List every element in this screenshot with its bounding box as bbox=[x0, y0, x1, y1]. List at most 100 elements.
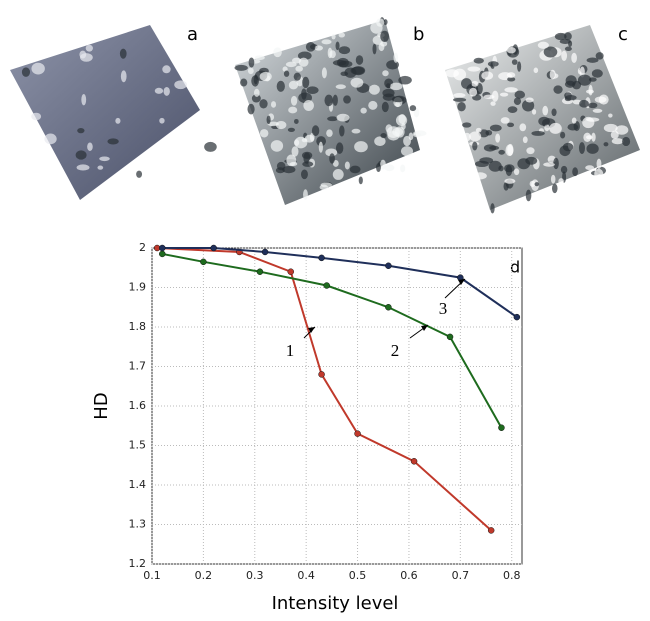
texture bbox=[293, 139, 300, 146]
texture bbox=[290, 95, 298, 106]
texture bbox=[481, 71, 494, 80]
texture bbox=[594, 168, 604, 180]
texture bbox=[413, 130, 427, 137]
series-line bbox=[157, 247, 492, 532]
data-point bbox=[410, 458, 418, 465]
texture bbox=[582, 116, 595, 129]
texture bbox=[303, 99, 314, 111]
texture bbox=[453, 68, 467, 81]
texture bbox=[474, 160, 489, 167]
texture bbox=[120, 70, 127, 83]
data-point bbox=[446, 333, 454, 341]
texture bbox=[21, 67, 31, 77]
texture bbox=[542, 105, 549, 116]
texture bbox=[376, 18, 385, 27]
texture bbox=[393, 52, 399, 63]
texture bbox=[159, 117, 165, 124]
texture bbox=[504, 87, 518, 93]
texture bbox=[285, 61, 297, 68]
texture bbox=[457, 101, 466, 112]
texture bbox=[551, 183, 558, 194]
texture bbox=[469, 87, 478, 97]
texture bbox=[506, 46, 516, 54]
texture bbox=[517, 61, 522, 72]
texture bbox=[115, 117, 121, 124]
texture bbox=[344, 67, 357, 78]
texture bbox=[81, 93, 87, 106]
texture bbox=[382, 88, 395, 98]
data-point bbox=[385, 262, 392, 270]
texture bbox=[338, 32, 345, 38]
data-point bbox=[498, 424, 505, 431]
texture bbox=[531, 109, 537, 115]
texture bbox=[469, 131, 482, 142]
texture bbox=[543, 162, 555, 167]
texture bbox=[302, 161, 314, 167]
texture bbox=[586, 143, 599, 154]
texture bbox=[534, 182, 540, 187]
texture bbox=[553, 85, 563, 94]
texture bbox=[391, 96, 405, 103]
texture bbox=[596, 158, 602, 169]
texture bbox=[561, 50, 568, 61]
texture bbox=[326, 129, 333, 137]
y-tick-label: 1.4 bbox=[129, 478, 147, 491]
arrow-head bbox=[421, 325, 428, 331]
texture bbox=[533, 67, 539, 74]
texture bbox=[525, 97, 534, 103]
texture bbox=[483, 144, 497, 152]
texture bbox=[344, 161, 350, 170]
texture bbox=[343, 95, 351, 104]
texture bbox=[400, 146, 414, 157]
texture bbox=[297, 51, 312, 60]
texture bbox=[338, 60, 353, 68]
texture bbox=[380, 40, 388, 47]
texture bbox=[578, 142, 585, 154]
data-point bbox=[210, 244, 217, 252]
plot-frame bbox=[151, 247, 523, 565]
texture bbox=[586, 89, 594, 94]
texture bbox=[595, 52, 604, 60]
texture bbox=[513, 168, 520, 176]
texture bbox=[247, 103, 255, 115]
data-point bbox=[354, 430, 361, 437]
texture bbox=[505, 164, 513, 177]
texture bbox=[564, 46, 572, 52]
texture bbox=[538, 116, 550, 126]
texture bbox=[521, 99, 535, 112]
texture bbox=[381, 101, 389, 113]
texture bbox=[349, 165, 361, 174]
panel-label: c bbox=[618, 24, 628, 45]
texture bbox=[567, 123, 579, 131]
texture bbox=[490, 203, 495, 214]
texture bbox=[99, 156, 110, 162]
panel-label: b bbox=[413, 24, 424, 45]
texture bbox=[579, 99, 589, 108]
texture bbox=[507, 76, 516, 82]
texture bbox=[163, 86, 170, 96]
texture bbox=[380, 30, 390, 42]
texture bbox=[302, 76, 310, 89]
texture bbox=[506, 72, 516, 78]
texture bbox=[591, 69, 603, 78]
texture bbox=[504, 178, 516, 184]
texture bbox=[282, 66, 288, 72]
texture bbox=[300, 169, 308, 180]
arrow-head bbox=[458, 279, 465, 285]
texture bbox=[251, 94, 261, 103]
texture bbox=[270, 140, 284, 152]
texture bbox=[571, 117, 577, 124]
texture bbox=[298, 57, 309, 67]
y-axis-label: HD bbox=[91, 392, 112, 419]
texture bbox=[526, 147, 535, 155]
data-point bbox=[513, 313, 521, 321]
texture bbox=[544, 124, 550, 132]
texture bbox=[592, 108, 603, 113]
texture bbox=[514, 90, 526, 99]
texture bbox=[259, 71, 272, 82]
texture bbox=[385, 83, 391, 89]
texture bbox=[204, 141, 217, 152]
texture bbox=[31, 62, 45, 75]
y-tick-label: 1.3 bbox=[129, 518, 147, 531]
x-tick-label: 0.5 bbox=[349, 569, 367, 582]
